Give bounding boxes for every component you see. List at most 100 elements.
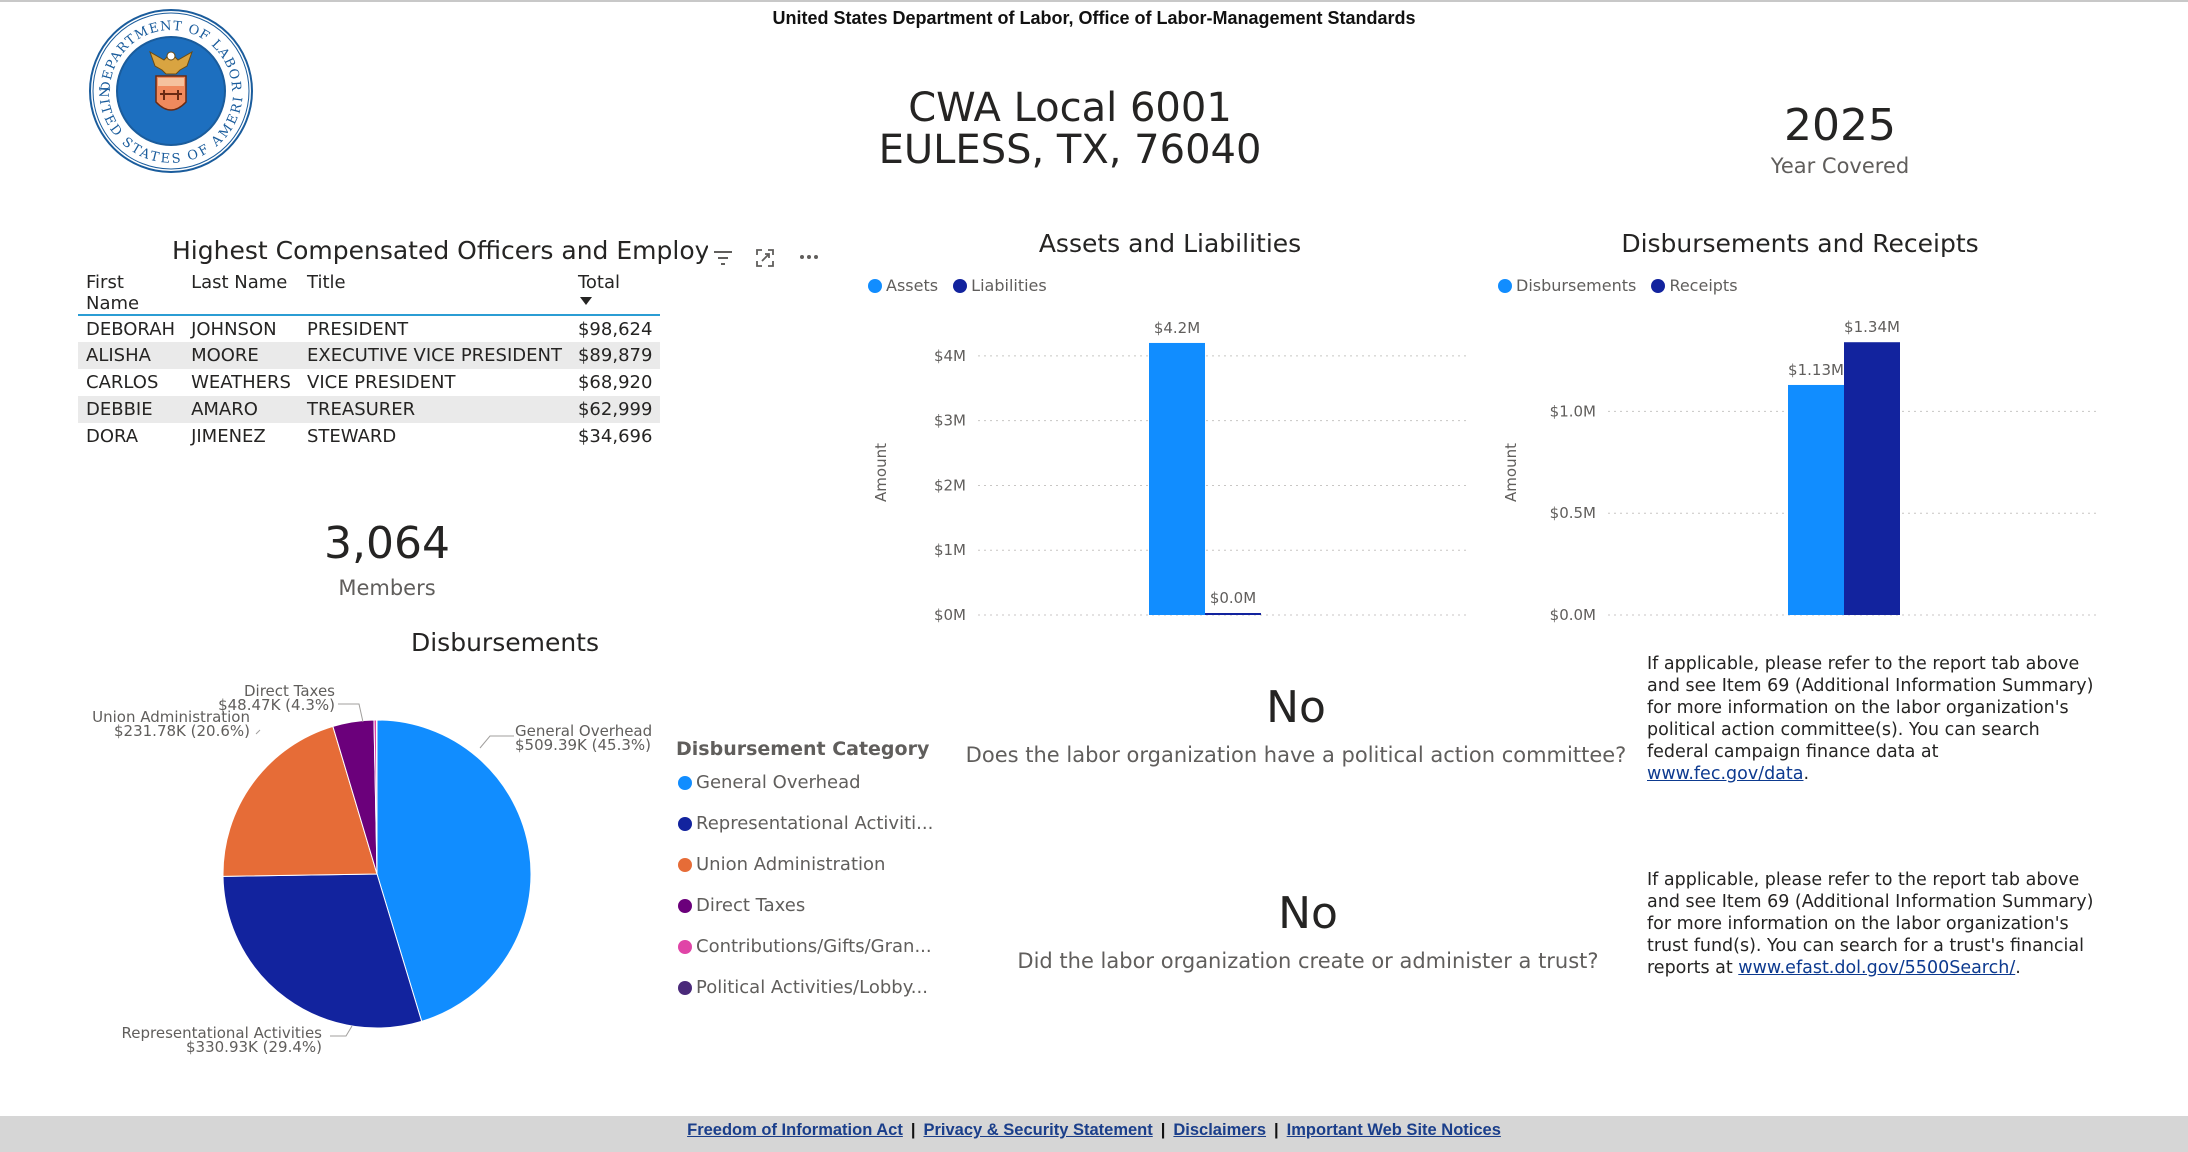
- legend-label-assets: Assets: [886, 276, 939, 295]
- disbursements-receipts-bar-disbursements[interactable]: [1788, 384, 1844, 615]
- cell-last-name: JOHNSON: [191, 318, 277, 340]
- legend-label-receipts: Receipts: [1669, 276, 1738, 295]
- assets-liabilities-data-label: $4.2M: [1154, 319, 1200, 337]
- pie-legend-label: Contributions/Gifts/Gran...: [696, 936, 932, 957]
- year-covered-value: 2025: [1784, 100, 1896, 151]
- pac-info-line: If applicable, please refer to the repor…: [1647, 654, 2080, 674]
- cell-last-name: AMARO: [191, 399, 258, 420]
- pie-leader-line: [338, 703, 364, 723]
- cell-total: $89,879: [577, 345, 653, 366]
- column-header-total-label: Total: [577, 272, 621, 293]
- cell-title: EXECUTIVE VICE PRESIDENT: [307, 345, 562, 366]
- legend-item-assets[interactable]: Assets: [868, 276, 938, 295]
- table-row: DEBORAH JOHNSON PRESIDENT $98,624: [78, 315, 660, 342]
- legend-dot-liabilities: [953, 279, 968, 293]
- pac-info-line: and see Item 69 (Additional Information …: [1647, 676, 2094, 696]
- table-row: CARLOS WEATHERS VICE PRESIDENT $68,920: [78, 369, 660, 396]
- pie-slice-general-overhead[interactable]: [376, 719, 532, 1023]
- pie-legend-dot: [678, 981, 692, 995]
- disbursements-receipts-data-label: $1.34M: [1844, 318, 1900, 336]
- legend-dot-receipts: [1651, 279, 1666, 293]
- legend-dot-disbursements: [1498, 279, 1512, 293]
- legend-item-receipts[interactable]: Receipts: [1651, 276, 1738, 295]
- pie-legend-dot: [678, 817, 692, 831]
- footer-link-privacy[interactable]: Privacy & Security Statement: [923, 1121, 1153, 1139]
- cell-total: $62,999: [577, 399, 653, 420]
- assets-liabilities-y-tick-label: $0M: [934, 606, 966, 624]
- pie-legend-label: Representational Activiti...: [696, 813, 934, 834]
- pac-info-text: If applicable, please refer to the repor…: [1647, 653, 2147, 785]
- pie-slice-representational-activities[interactable]: [222, 873, 423, 1029]
- column-header-first-name[interactable]: First Name: [86, 272, 140, 314]
- pie-legend-dot: [678, 899, 692, 913]
- table-row: ALISHA MOORE EXECUTIVE VICE PRESIDENT $8…: [78, 342, 661, 369]
- pie-leader-line: [479, 735, 514, 749]
- pie-legend-item[interactable]: Political Activities/Lobby...: [678, 977, 928, 998]
- trust-info-link-suffix: .: [2015, 958, 2021, 978]
- disbursements-receipts-y-axis-title: Amount: [1502, 443, 1520, 502]
- more-options-icon[interactable]: [798, 252, 820, 262]
- legend-item-disbursements[interactable]: Disbursements: [1498, 276, 1636, 295]
- assets-liabilities-y-tick-label: $4M: [934, 347, 966, 365]
- trust-info-link-line: reports at www.efast.dol.gov/5500Search/…: [1647, 957, 2147, 979]
- pie-slice-name-label: Representational Activities: [122, 1024, 323, 1042]
- cell-title: PRESIDENT: [307, 318, 409, 340]
- pac-info-link-suffix: .: [1803, 764, 1810, 784]
- pie-slice-name-label: Union Administration: [92, 708, 250, 726]
- legend-label-liabilities: Liabilities: [971, 276, 1047, 295]
- assets-liabilities-bar-liabilities[interactable]: [1205, 613, 1261, 615]
- pie-leader-line: [330, 1025, 353, 1037]
- column-header-total[interactable]: Total: [570, 268, 660, 315]
- filter-icon[interactable]: [712, 248, 734, 268]
- pie-slice-union-administration[interactable]: [222, 725, 378, 877]
- pie-legend-item[interactable]: Contributions/Gifts/Gran...: [678, 936, 932, 957]
- sort-descending-icon: [579, 297, 592, 305]
- disbursements-receipts-bar-receipts[interactable]: [1844, 342, 1900, 615]
- cell-last-name: WEATHERS: [191, 372, 291, 393]
- pie-legend-item[interactable]: General Overhead: [678, 772, 861, 793]
- pie-legend-title: Disbursement Category: [676, 738, 930, 760]
- cell-first-name: DEBBIE: [86, 399, 153, 420]
- fec-data-link[interactable]: www.fec.gov/data: [1647, 764, 1804, 784]
- pie-slice-value-label: $330.93K (29.4%): [186, 1038, 322, 1056]
- disbursements-receipts-chart: Amount $0.0M $0.5M $1.0M $1.13M $1.34M: [1502, 318, 2100, 624]
- trust-info-line: for more information on the labor organi…: [1647, 914, 2069, 934]
- pie-legend-item[interactable]: Union Administration: [678, 854, 885, 875]
- trust-info-prefix: reports at: [1647, 958, 1739, 978]
- disbursements-receipts-legend: Disbursements Receipts: [1498, 276, 1738, 295]
- assets-liabilities-y-axis-title: Amount: [872, 443, 890, 502]
- assets-liabilities-bar-assets[interactable]: [1149, 342, 1205, 615]
- legend-item-liabilities[interactable]: Liabilities: [953, 276, 1047, 295]
- pie-slice-value-label: $509.39K (45.3%): [515, 736, 651, 754]
- cell-total: $68,920: [577, 372, 653, 393]
- pie-slice-name-label: General Overhead: [515, 722, 652, 740]
- footer-link-foia[interactable]: Freedom of Information Act: [687, 1121, 903, 1139]
- column-header-last-name[interactable]: Last Name: [191, 272, 288, 293]
- table-header-row: First Name Last Name Title Total: [78, 268, 661, 315]
- cell-first-name: CARLOS: [86, 372, 159, 393]
- pie-legend-item[interactable]: Direct Taxes: [678, 895, 805, 916]
- footer-separator: |: [1274, 1121, 1279, 1139]
- footer-separator: |: [910, 1121, 916, 1139]
- disbursements-receipts-y-tick-label: $0.0M: [1550, 606, 1596, 624]
- members-count-label: Members: [338, 576, 436, 600]
- pac-info-line: political action committee(s). You can s…: [1647, 720, 2040, 740]
- cell-first-name: DEBORAH: [86, 318, 176, 340]
- cell-first-name: ALISHA: [86, 345, 151, 366]
- disbursements-receipts-y-tick-label: $1.0M: [1550, 402, 1596, 420]
- cell-last-name: JIMENEZ: [191, 426, 266, 447]
- legend-label-disbursements: Disbursements: [1516, 276, 1637, 295]
- column-header-title[interactable]: Title: [307, 272, 346, 293]
- footer-link-web-notices[interactable]: Important Web Site Notices: [1286, 1121, 1501, 1139]
- pac-question: Does the labor organization have a polit…: [965, 743, 1627, 767]
- efast-5500-search-link[interactable]: www.efast.dol.gov/5500Search/: [1738, 958, 2016, 978]
- footer-link-disclaimers[interactable]: Disclaimers: [1173, 1121, 1267, 1139]
- assets-liabilities-legend: Assets Liabilities: [868, 276, 1047, 295]
- pie-slice-value-label: $48.47K (4.3%): [218, 696, 335, 714]
- members-count-value: 3,064: [324, 518, 450, 569]
- cell-first-name: DORA: [86, 426, 139, 447]
- pie-legend-item[interactable]: Representational Activiti...: [678, 813, 933, 834]
- focus-mode-icon[interactable]: [754, 247, 776, 269]
- pie-legend-label: Union Administration: [696, 854, 886, 875]
- trust-info-line: trust fund(s). You can search for a trus…: [1647, 936, 2084, 956]
